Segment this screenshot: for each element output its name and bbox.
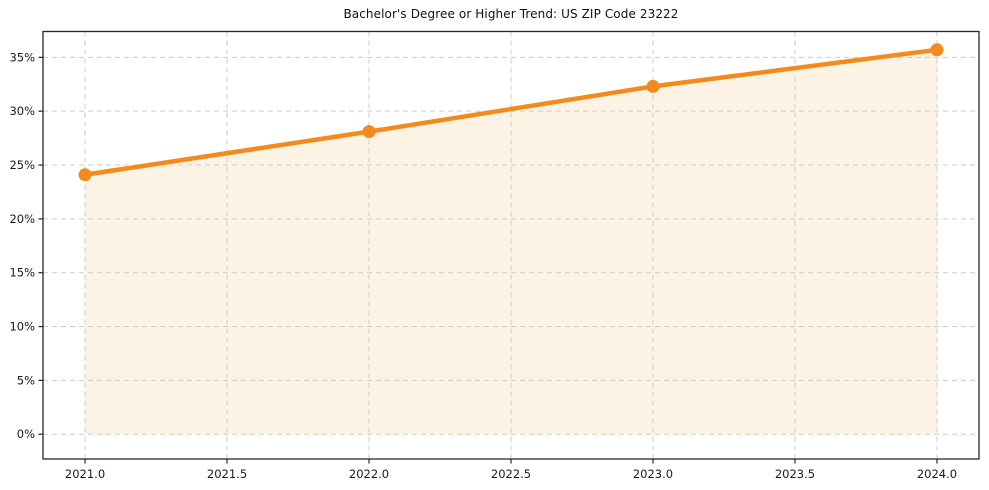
y-axis-tick-label: 30% <box>9 104 35 118</box>
data-point-marker <box>646 79 660 93</box>
x-axis-tick-label: 2021.0 <box>65 467 105 481</box>
x-axis-tick-label: 2021.5 <box>207 467 247 481</box>
y-axis-tick-label: 10% <box>9 320 35 334</box>
data-point-marker <box>362 125 376 139</box>
y-axis-tick-label: 0% <box>17 427 35 441</box>
y-axis-tick-label: 20% <box>9 212 35 226</box>
chart-title: Bachelor's Degree or Higher Trend: US ZI… <box>343 7 679 21</box>
x-axis-tick-label: 2023.5 <box>775 467 815 481</box>
data-point-marker <box>78 168 92 182</box>
x-axis-tick-label: 2022.5 <box>491 467 531 481</box>
data-point-marker <box>930 43 944 57</box>
x-axis-tick-label: 2023.0 <box>633 467 673 481</box>
y-axis-tick-label: 5% <box>17 373 35 387</box>
trend-line <box>82 47 940 177</box>
y-axis-tick-label: 25% <box>9 158 35 172</box>
x-axis-tick-label: 2024.0 <box>917 467 957 481</box>
y-axis-tick-label: 15% <box>9 266 35 280</box>
y-axis-tick-label: 35% <box>9 50 35 64</box>
x-axis-tick-label: 2022.0 <box>349 467 389 481</box>
